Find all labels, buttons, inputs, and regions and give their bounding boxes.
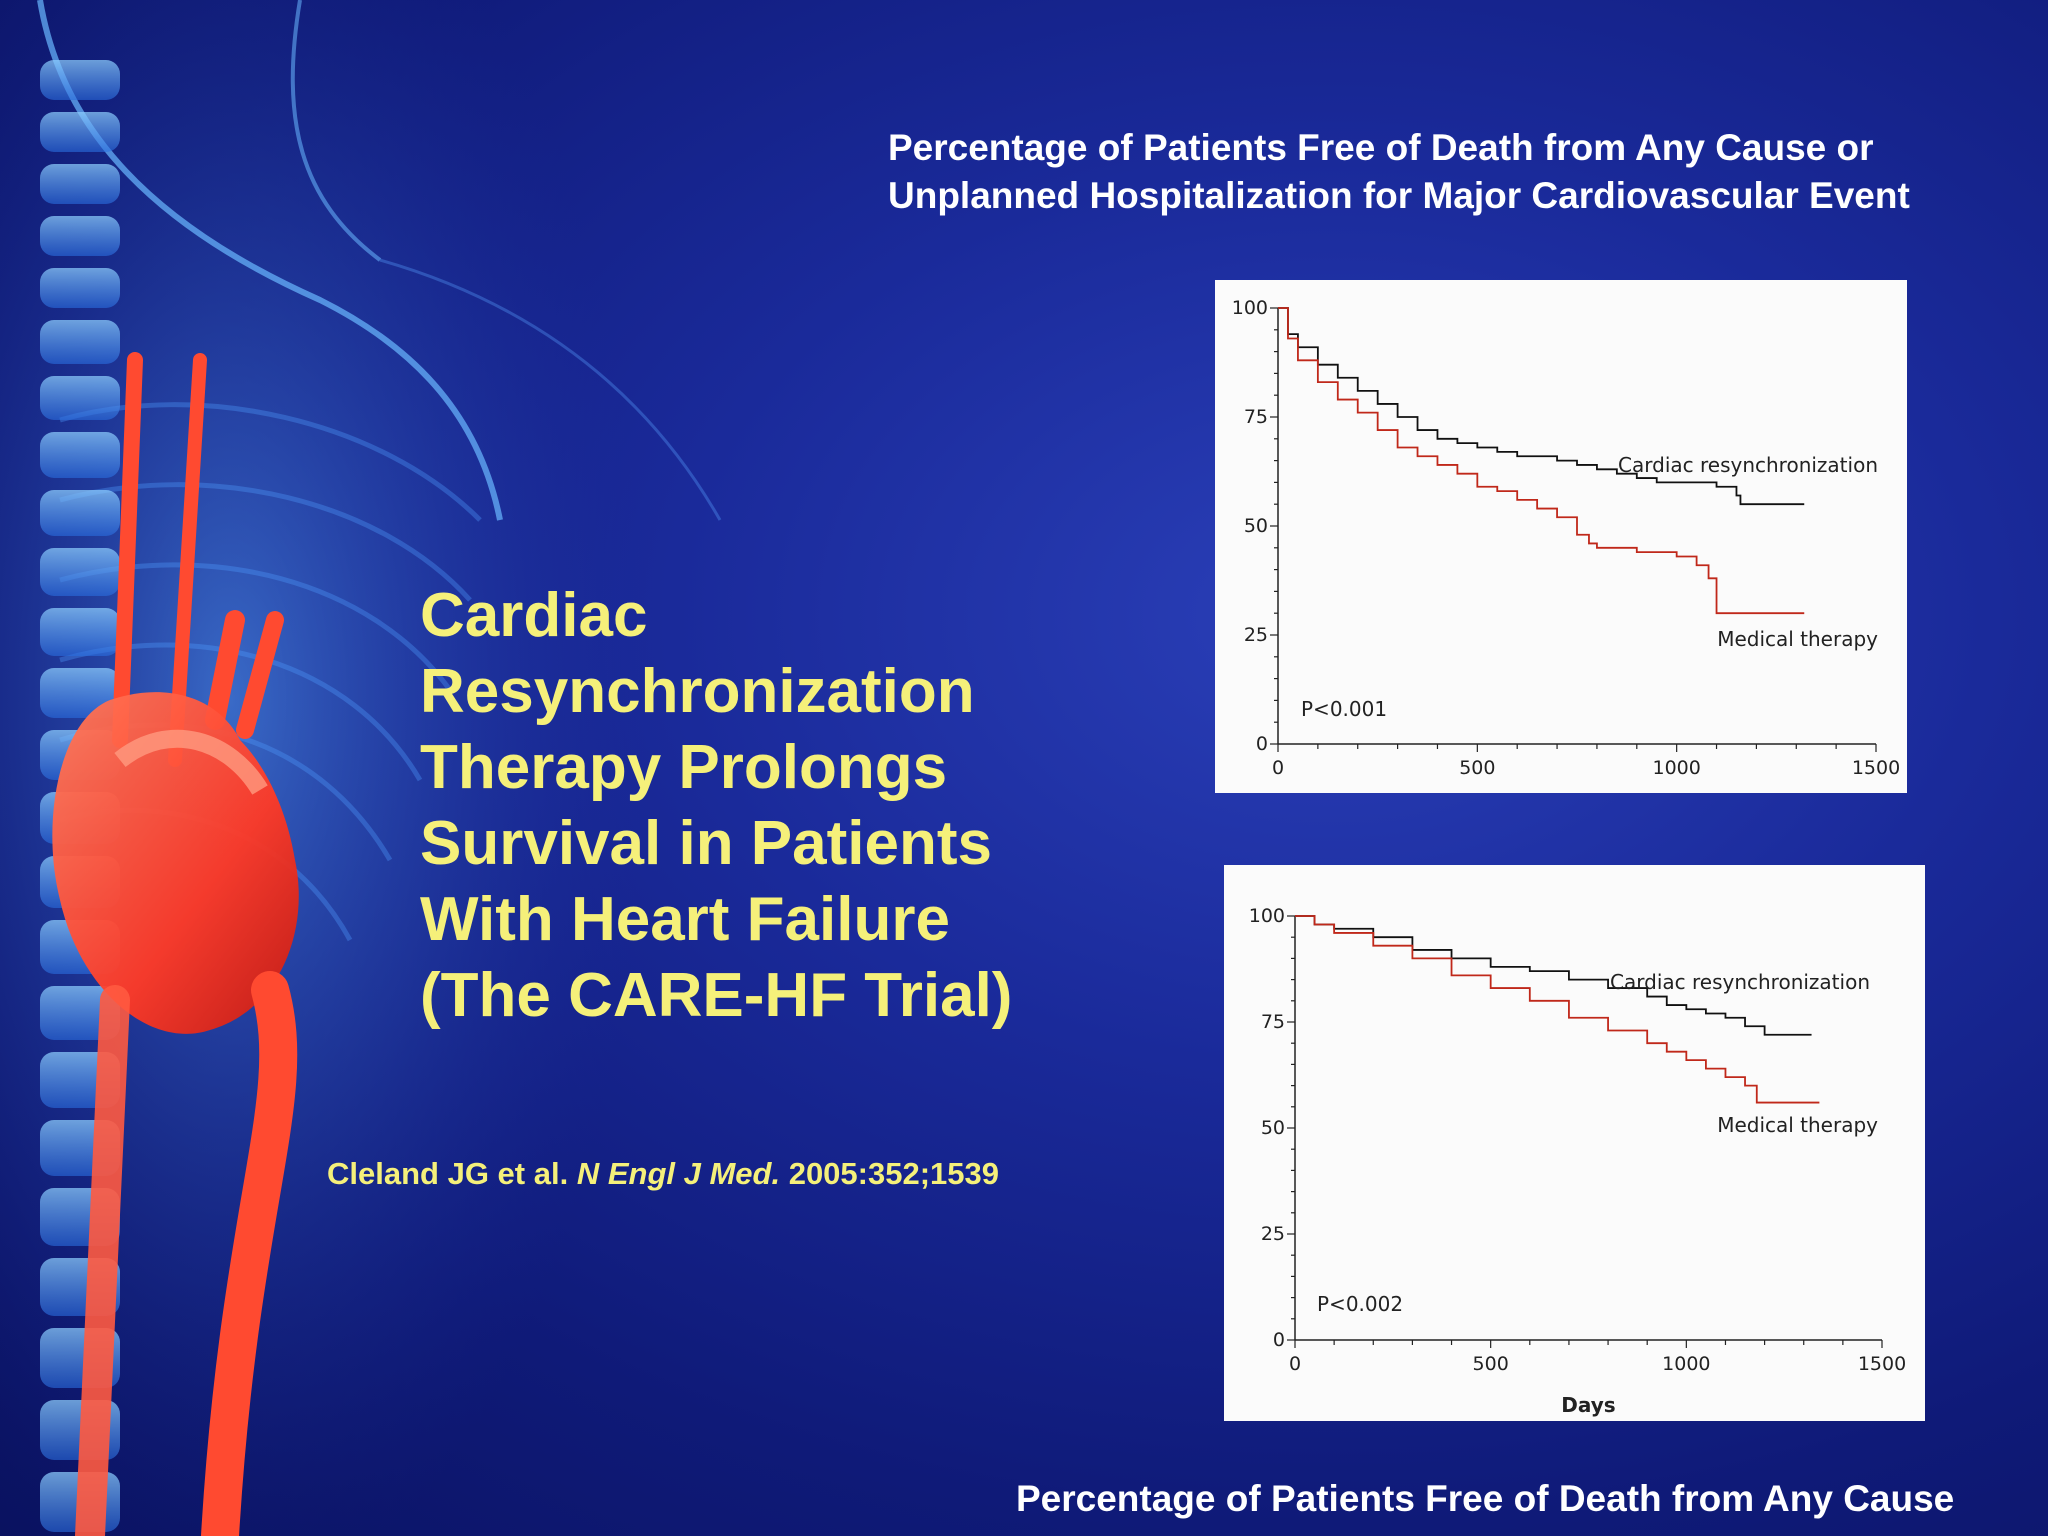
x-tick-label: 1500 — [1858, 1353, 1906, 1375]
y-tick-label: 75 — [1244, 406, 1268, 428]
title-line-6: (The CARE-HF Trial) — [420, 961, 1013, 1030]
title-line-4: Survival in Patients — [420, 809, 992, 878]
y-tick-label: 50 — [1244, 515, 1268, 537]
citation-authors: Cleland JG et al. — [327, 1156, 569, 1191]
citation: Cleland JG et al. N Engl J Med. 2005:352… — [327, 1156, 999, 1192]
title-line-3: Therapy Prolongs — [420, 733, 948, 802]
title-line-1: Cardiac — [420, 581, 648, 650]
survival-chart-1: 0 500 1000 1500 0 25 50 75 100 Cardiac resynchron… — [1232, 297, 1900, 779]
y-tick-label: 50 — [1261, 1117, 1285, 1139]
y-tick-label: 75 — [1261, 1011, 1285, 1033]
x-tick-label: 500 — [1459, 757, 1495, 779]
x-tick-label: 0 — [1289, 1353, 1301, 1375]
series-line-crt — [1278, 307, 1805, 506]
citation-journal: N Engl J Med. — [576, 1156, 781, 1191]
citation-ref: 2005:352;1539 — [788, 1156, 999, 1191]
caption-top-line-2: Unplanned Hospitalization for Major Card… — [888, 175, 1910, 216]
survival-chart-2: 0 500 1000 1500 0 25 50 75 100 Cardiac resynchron… — [1249, 905, 1906, 1417]
series-label-medical: Medical therapy — [1717, 1113, 1878, 1137]
p-value-annotation: P<0.001 — [1301, 697, 1387, 721]
slide-title: Cardiac Resynchronization Therapy Prolon… — [420, 578, 1120, 1034]
series-label-medical: Medical therapy — [1717, 627, 1878, 651]
heart-shape — [52, 692, 299, 1034]
title-line-2: Resynchronization — [420, 657, 975, 726]
y-tick-label: 0 — [1273, 1329, 1285, 1351]
series-label-crt: Cardiac resynchronization — [1610, 970, 1870, 994]
x-axis-label: Days — [1561, 1393, 1615, 1417]
y-tick-label: 25 — [1261, 1223, 1285, 1245]
x-tick-label: 1500 — [1852, 757, 1900, 779]
series-label-crt: Cardiac resynchronization — [1618, 453, 1878, 477]
x-tick-label: 0 — [1272, 757, 1284, 779]
title-line-5: With Heart Failure — [420, 885, 950, 954]
y-tick-label: 100 — [1232, 297, 1268, 319]
y-tick-label: 0 — [1256, 733, 1268, 755]
y-tick-label: 100 — [1249, 905, 1285, 927]
y-tick-label: 25 — [1244, 624, 1268, 646]
x-tick-label: 500 — [1473, 1353, 1509, 1375]
series-line-medical — [1278, 307, 1805, 615]
caption-top-line-1: Percentage of Patients Free of Death fro… — [888, 127, 1874, 168]
x-tick-label: 1000 — [1652, 757, 1700, 779]
chart2-caption: Percentage of Patients Free of Death fro… — [1016, 1478, 1955, 1519]
x-tick-label: 1000 — [1662, 1353, 1710, 1375]
series-line-medical — [1295, 915, 1820, 1104]
p-value-annotation: P<0.002 — [1317, 1292, 1403, 1316]
chart-panel-1: 0 500 1000 1500 0 25 50 75 100 Cardiac resynchron… — [1215, 280, 1907, 793]
chart-panel-2: 0 500 1000 1500 0 25 50 75 100 Cardiac resynchron… — [1224, 865, 1925, 1421]
chart1-caption: Percentage of Patients Free of Death fro… — [888, 124, 2008, 220]
